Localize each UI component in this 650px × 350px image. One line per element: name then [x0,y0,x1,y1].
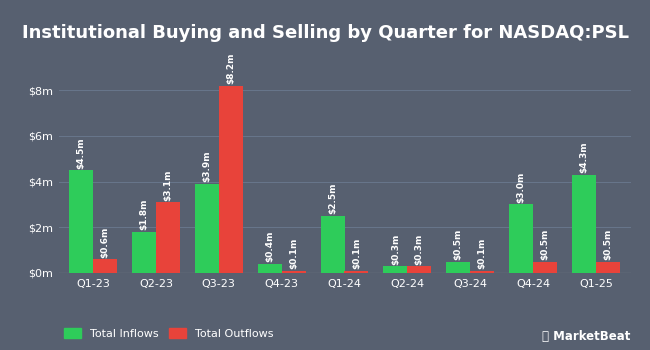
Bar [447,261,470,273]
Legend: Total Inflows, Total Outflows: Total Inflows, Total Outflows [64,328,274,339]
Text: $0.1m: $0.1m [352,238,361,270]
Text: $4.5m: $4.5m [77,137,86,169]
Text: ⦾ MarketBeat: ⦾ MarketBeat [542,330,630,343]
Text: $1.8m: $1.8m [140,199,148,231]
Text: $0.3m: $0.3m [391,233,400,265]
Text: $0.3m: $0.3m [415,233,424,265]
Text: $0.5m: $0.5m [541,229,549,260]
Bar [132,232,156,273]
Text: $3.0m: $3.0m [517,172,526,203]
Bar [219,85,242,273]
Bar [320,216,344,273]
Bar [470,271,494,273]
Text: $4.3m: $4.3m [580,142,588,173]
Bar [533,261,557,273]
Bar [572,175,596,273]
Bar [93,259,117,273]
Text: $2.5m: $2.5m [328,183,337,215]
Bar [408,266,431,273]
Bar [509,204,533,273]
Bar [258,264,281,273]
Bar [596,261,620,273]
Text: $0.1m: $0.1m [478,238,487,270]
Text: $8.2m: $8.2m [226,53,235,84]
Text: $0.4m: $0.4m [265,231,274,262]
Bar [69,170,93,273]
Bar [344,271,369,273]
Bar [156,202,180,273]
Bar [195,184,219,273]
Text: $0.5m: $0.5m [454,229,463,260]
Text: $0.6m: $0.6m [101,226,109,258]
Bar [281,271,306,273]
Text: $0.5m: $0.5m [603,229,612,260]
Text: $0.1m: $0.1m [289,238,298,270]
Text: $3.9m: $3.9m [202,151,211,182]
Text: Institutional Buying and Selling by Quarter for NASDAQ:PSL: Institutional Buying and Selling by Quar… [21,25,629,42]
Text: $3.1m: $3.1m [163,169,172,201]
Bar [384,266,408,273]
